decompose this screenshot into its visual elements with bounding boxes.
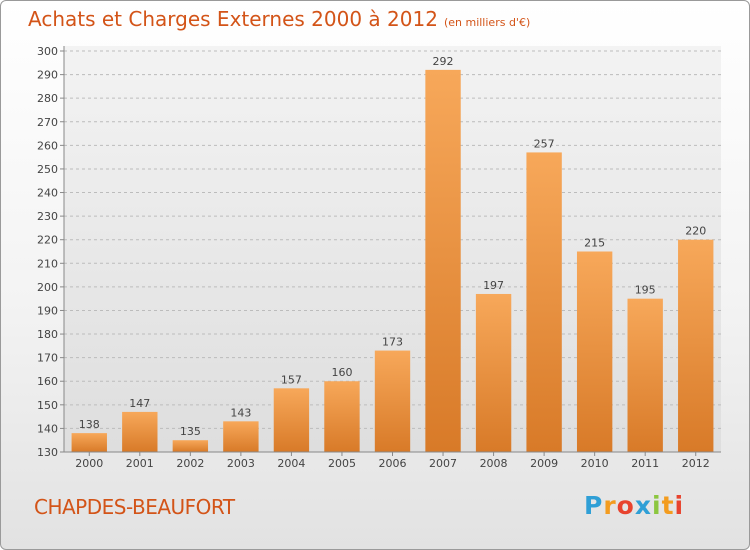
y-tick-label: 130 — [37, 446, 58, 459]
data-label-2004: 157 — [281, 373, 302, 386]
data-label-2011: 195 — [635, 284, 656, 297]
bar-2006 — [374, 350, 411, 452]
y-tick-label: 180 — [37, 328, 58, 341]
data-label-2008: 197 — [483, 279, 504, 292]
y-tick-label: 150 — [37, 399, 58, 412]
y-tick-label: 300 — [37, 45, 58, 58]
x-tick-label-2005: 2005 — [328, 457, 356, 470]
x-tick-label-2004: 2004 — [277, 457, 305, 470]
x-tick-label-2011: 2011 — [631, 457, 659, 470]
y-tick-label: 260 — [37, 139, 58, 152]
data-label-2001: 147 — [129, 397, 150, 410]
data-label-2000: 138 — [79, 418, 100, 431]
y-tick-label: 230 — [37, 210, 58, 223]
bar-2007 — [425, 69, 461, 452]
y-tick-label: 220 — [37, 234, 58, 247]
bar-2005 — [324, 381, 360, 452]
data-label-2010: 215 — [584, 237, 605, 250]
y-tick-label: 140 — [37, 422, 58, 435]
bar-2003 — [223, 421, 259, 452]
bar-2001 — [122, 411, 158, 452]
bar-2010 — [576, 251, 613, 452]
y-tick-label: 160 — [37, 375, 58, 388]
data-label-2005: 160 — [331, 366, 352, 379]
x-tick-label-2010: 2010 — [581, 457, 609, 470]
bar-2008 — [475, 293, 512, 452]
x-tick-label-2009: 2009 — [530, 457, 558, 470]
data-label-2006: 173 — [382, 336, 403, 349]
y-tick-label: 290 — [37, 69, 58, 82]
title-text: Achats et Charges Externes 2000 à 2012 — [28, 7, 438, 31]
bar-2011 — [627, 298, 663, 452]
data-label-2012: 220 — [685, 225, 706, 238]
y-tick-label: 250 — [37, 163, 58, 176]
x-tick-label-2002: 2002 — [176, 457, 204, 470]
data-label-2009: 257 — [534, 137, 555, 150]
y-tick-label: 200 — [37, 281, 58, 294]
y-axis: 130 140 150 160 170 180 190 200 210 220 230 240 250 2… — [37, 45, 65, 459]
bar-2002 — [172, 440, 209, 452]
bar-2004 — [273, 388, 310, 452]
x-tick-label-2012: 2012 — [682, 457, 710, 470]
y-tick-label: 210 — [37, 257, 58, 270]
y-tick-label: 280 — [37, 92, 58, 105]
data-labels: 138 147 135 143 157 160 173 292 197 257 215 195 220 — [79, 55, 706, 438]
bars — [71, 69, 714, 452]
y-tick-label: 170 — [37, 352, 58, 365]
bar-2000 — [71, 433, 107, 452]
x-tick-label-2003: 2003 — [227, 457, 255, 470]
x-tick-label-2006: 2006 — [379, 457, 407, 470]
chart-title: Achats et Charges Externes 2000 à 2012 (e… — [28, 7, 530, 31]
proxiti-logo: Proxiti — [584, 491, 685, 520]
data-label-2007: 292 — [433, 55, 454, 68]
y-tick-label: 240 — [37, 187, 58, 200]
x-tick-label-2001: 2001 — [126, 457, 154, 470]
bar-2012 — [678, 239, 714, 452]
x-tick-label-2007: 2007 — [429, 457, 457, 470]
y-tick-label: 270 — [37, 116, 58, 129]
x-tick-label-2000: 2000 — [75, 457, 103, 470]
bar-2009 — [526, 152, 562, 452]
x-tick-label-2008: 2008 — [480, 457, 508, 470]
x-axis: 2000 2001 2002 2003 2004 2005 2006 2007 2008 2009… — [64, 451, 721, 470]
data-label-2002: 135 — [180, 425, 201, 438]
chart-subtitle: (en milliers d'€) — [443, 16, 531, 29]
data-label-2003: 143 — [230, 406, 251, 419]
y-tick-label: 190 — [37, 304, 58, 317]
commune-name: CHAPDES-BEAUFORT — [34, 495, 235, 519]
